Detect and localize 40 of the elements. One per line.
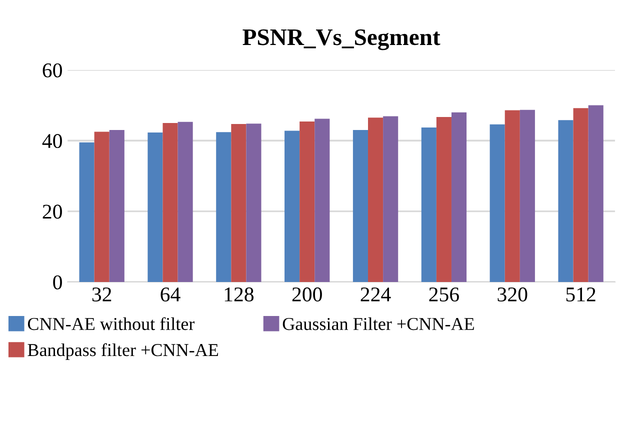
- bar: [383, 116, 398, 282]
- bar: [284, 130, 300, 282]
- x-tick-label: 128: [224, 287, 254, 302]
- legend-label: CNN-AE without filter: [28, 317, 195, 330]
- bar: [451, 112, 467, 282]
- x-tick-label: 320: [498, 287, 528, 302]
- bar: [588, 105, 604, 282]
- bar: [520, 110, 535, 282]
- bar: [178, 122, 193, 282]
- chart-title: PSNR_Vs_Segment: [242, 29, 440, 50]
- bar: [314, 118, 330, 282]
- x-tick-label: 512: [566, 287, 596, 302]
- bar: [79, 142, 94, 282]
- bar: [368, 118, 384, 282]
- bar: [148, 132, 163, 282]
- y-tick-label: 20: [42, 204, 62, 219]
- y-tick-label: 60: [42, 63, 62, 78]
- bar: [246, 124, 262, 282]
- bar: [216, 132, 232, 282]
- x-tick-label: 224: [360, 287, 391, 302]
- x-tick-label: 64: [160, 287, 180, 302]
- bar: [231, 124, 246, 282]
- legend-label: Bandpass filter +CNN-AE: [28, 343, 218, 360]
- bar: [558, 120, 574, 282]
- x-tick-label: 256: [429, 287, 459, 302]
- bar: [94, 132, 110, 282]
- x-tick-label: 200: [292, 287, 322, 302]
- y-tick-label: 0: [53, 275, 62, 290]
- bar: [504, 110, 520, 282]
- legend-label: Gaussian Filter +CNN-AE: [282, 317, 474, 330]
- bar: [162, 122, 178, 282]
- bar: [352, 130, 368, 282]
- bar: [421, 128, 436, 282]
- bar: [109, 130, 124, 282]
- bar: [436, 116, 452, 282]
- bar: [573, 108, 588, 282]
- bar: [300, 122, 315, 282]
- x-tick-label: 32: [92, 287, 112, 302]
- bar: [490, 124, 505, 282]
- y-tick-label: 40: [42, 134, 62, 148]
